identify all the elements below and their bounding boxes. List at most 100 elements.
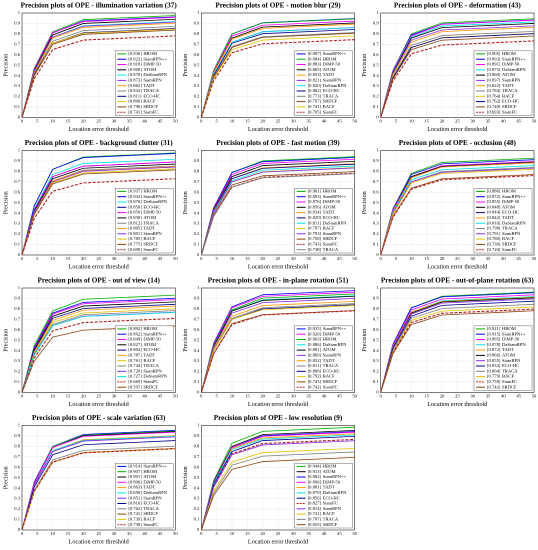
x-tick-label: 20	[260, 394, 265, 399]
plot-frame	[380, 12, 535, 118]
legend-name: TRACA	[502, 368, 518, 373]
legend-box	[115, 463, 174, 529]
legend-name: TRACA	[143, 506, 159, 511]
legend-name: DiMP-50	[502, 199, 520, 204]
legend-name: DaSiamRPN	[502, 220, 526, 225]
x-tick-label: 40	[142, 256, 147, 261]
x-tick-label: 45	[158, 531, 163, 536]
y-tick-label: 0.4	[14, 348, 20, 353]
y-tick-label: 0.4	[14, 73, 20, 78]
legend-name: TRACA	[323, 516, 339, 521]
legend-score: [0.862]	[128, 83, 142, 88]
legend-name: ECO-HC	[323, 88, 340, 93]
y-tick-label: 0.1	[14, 517, 20, 522]
x-tick-label: 35	[127, 394, 132, 399]
x-tick-label: 0	[21, 394, 24, 399]
legend-name: HROM	[502, 51, 516, 56]
x-tick-label: 40	[322, 256, 327, 261]
legend-score: [0.785]	[128, 236, 142, 241]
legend-score: [0.902]	[308, 474, 322, 479]
y-tick-label: 1	[18, 285, 21, 290]
x-tick-label: 45	[337, 256, 342, 261]
legend-name: SRDCF	[502, 104, 517, 109]
legend-score: [0.886]	[308, 342, 322, 347]
x-tick-label: 5	[36, 531, 39, 536]
chart-title: Precision plots of OPE - illumination va…	[21, 2, 178, 10]
x-tick-label: 10	[50, 256, 55, 261]
chart-panel: Precision plots of OPE - motion blur (29…	[182, 2, 358, 133]
y-tick-label: 0.9	[194, 21, 200, 26]
legend-score: [0.849]	[128, 337, 142, 342]
legend-name: DaSiamRPN	[143, 72, 167, 77]
x-tick-label: 5	[216, 119, 219, 124]
y-tick-label: 0.9	[14, 433, 20, 438]
chart-panel: Precision plots of OPE - out-of-plane ro…	[361, 277, 537, 408]
legend-score: [0.878]	[487, 342, 501, 347]
x-tick-label: 15	[66, 119, 71, 124]
legend-name: DaSiamRPN	[143, 199, 167, 204]
legend-score: [0.727]	[128, 374, 142, 379]
y-tick-label: 0.3	[194, 358, 200, 363]
y-tick-label: 0.8	[194, 306, 200, 311]
y-tick-label: 0	[197, 527, 200, 532]
legend-score: [0.855]	[487, 199, 501, 204]
legend-score: [0.764]	[487, 93, 501, 98]
legend-score: [0.804]	[128, 347, 142, 352]
chart-title: Precision plots of OPE - motion blur (29…	[215, 2, 341, 10]
legend-score: [0.739]	[128, 516, 142, 521]
x-tick-label: 20	[81, 256, 86, 261]
legend-name: HROM	[143, 51, 157, 56]
legend-score: [0.745]	[308, 379, 322, 384]
x-tick-label: 25	[96, 256, 101, 261]
chart-panel: Precision plots of OPE - in-plane rotati…	[182, 277, 358, 408]
x-axis-label: Location error threshold	[248, 401, 309, 408]
plot-frame	[201, 425, 355, 531]
legend-score: [0.858]	[128, 490, 142, 495]
y-tick-label: 0.2	[194, 506, 200, 511]
y-tick-label: 0	[18, 527, 21, 532]
legend-name: SiamRPN++	[502, 56, 526, 61]
legend-score: [0.796]	[128, 104, 142, 109]
y-tick-label: 0.4	[373, 73, 379, 78]
y-axis-label: Precision	[2, 191, 9, 214]
y-tick-label: 0.7	[373, 179, 379, 184]
legend-name: ATOM	[143, 342, 156, 347]
y-tick-label: 0.7	[194, 454, 200, 459]
y-tick-label: 0.1	[373, 242, 379, 247]
y-axis-label: Precision	[182, 191, 189, 214]
x-tick-label: 0	[380, 394, 383, 399]
legend-name: DaSiamRPN	[323, 83, 347, 88]
legend-score: [0.758]	[308, 236, 322, 241]
x-tick-label: 50	[173, 256, 178, 261]
y-tick-label: 1	[18, 10, 21, 15]
legend-score: [0.881]	[308, 485, 322, 490]
legend-name: TRACA	[143, 220, 159, 225]
legend-name: ATOM	[502, 204, 515, 209]
legend-name: DiMP-50	[143, 337, 161, 342]
x-tick-label: 45	[337, 119, 342, 124]
legend-score: [0.806]	[128, 99, 142, 104]
x-tick-label: 20	[260, 119, 265, 124]
legend-name: SRDCF	[143, 511, 158, 516]
y-tick-label: 0.8	[14, 306, 20, 311]
legend-score: [0.895]	[487, 337, 501, 342]
y-tick-label: 0.2	[373, 94, 379, 99]
legend-score: [0.936]	[128, 51, 142, 56]
legend-name: ECO-HC	[502, 99, 519, 104]
legend-score: [0.863]	[128, 485, 142, 490]
y-tick-label: 0.7	[373, 41, 379, 46]
y-tick-label: 0.4	[194, 210, 200, 215]
legend-score: [0.812]	[128, 220, 142, 225]
y-tick-label: 0.9	[373, 158, 379, 163]
precision-curve	[21, 317, 176, 393]
legend-name: SRDCF	[323, 236, 338, 241]
legend-name: SiamFC	[143, 522, 158, 527]
legend-name: SiamRPN	[143, 231, 162, 236]
x-axis-label: Location error threshold	[248, 126, 309, 133]
x-tick-label: 45	[158, 119, 163, 124]
y-tick-label: 0.5	[373, 337, 379, 342]
x-tick-label: 40	[501, 119, 506, 124]
x-tick-label: 30	[470, 394, 475, 399]
y-tick-label: 0.9	[14, 158, 20, 163]
